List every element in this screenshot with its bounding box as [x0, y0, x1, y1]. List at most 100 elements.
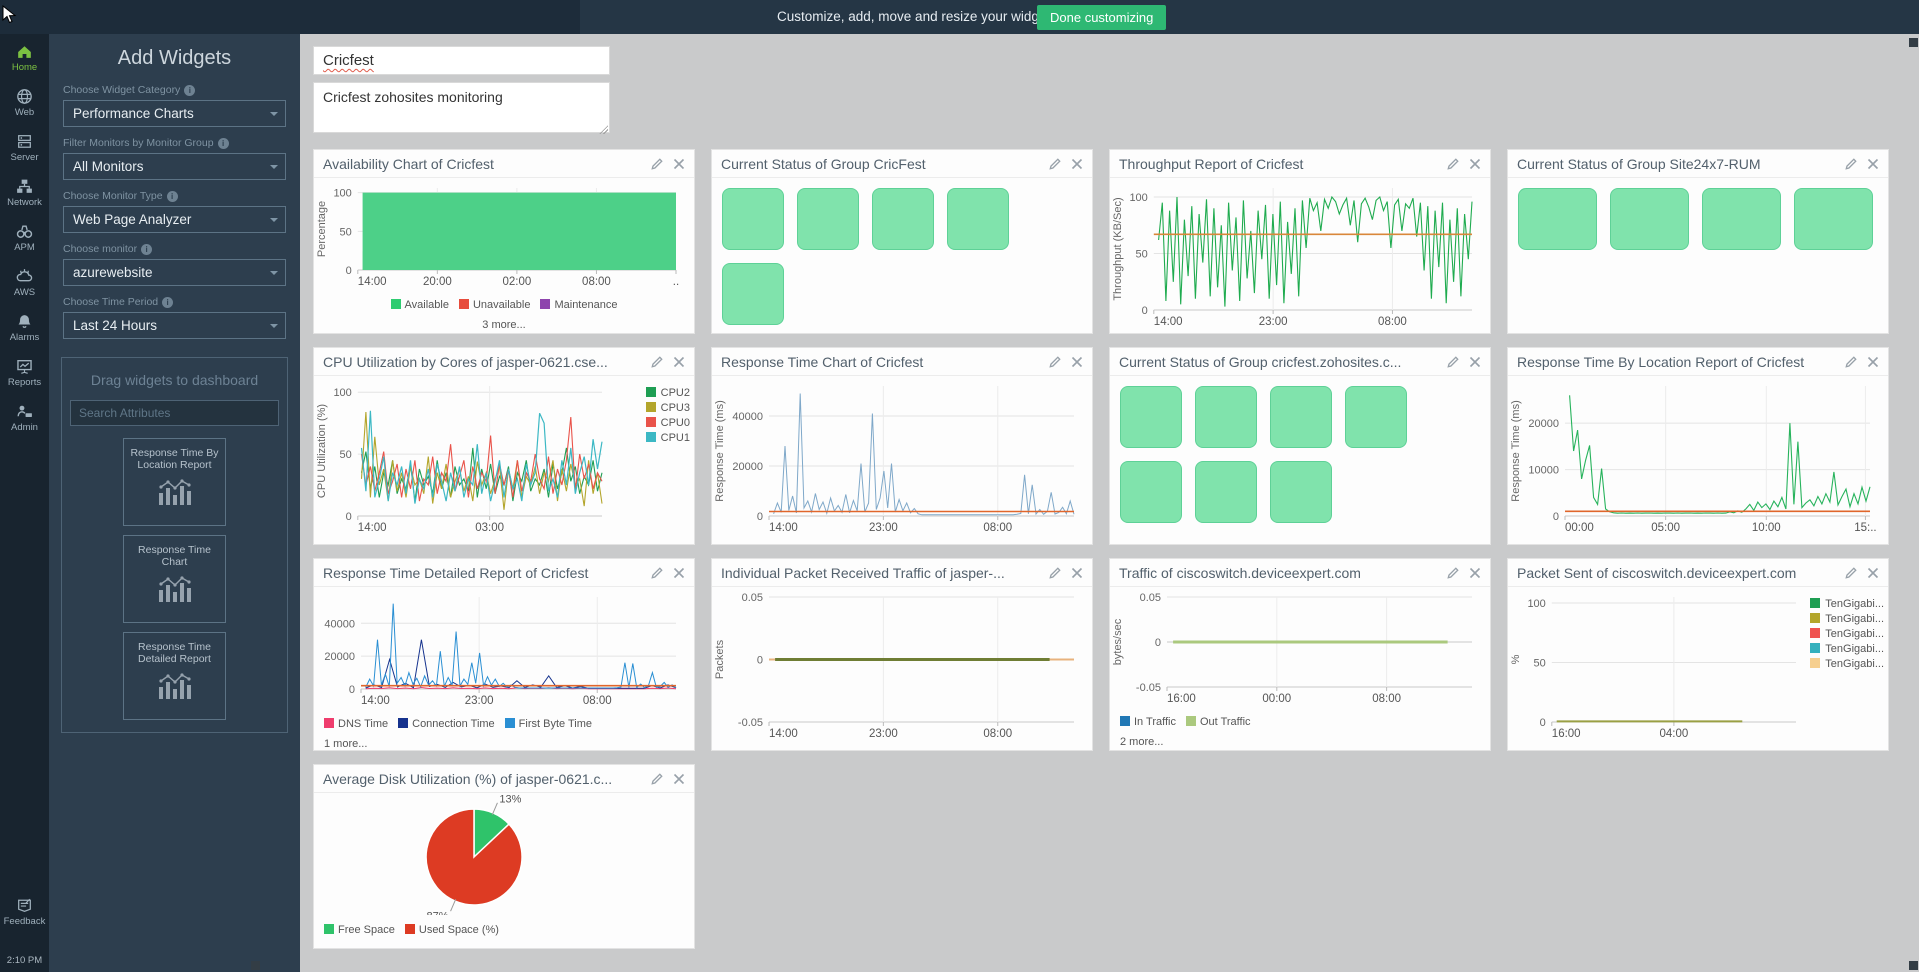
- monitor-status-tile[interactable]: [1518, 188, 1597, 250]
- widget-grid: Availability Chart of Cricfest 0 50 100 14:0…: [313, 149, 1919, 949]
- legend-more-link[interactable]: 2 more...: [1120, 736, 1164, 748]
- edit-widget-icon[interactable]: [1048, 566, 1062, 580]
- widget-header: Current Status of Group Site24x7-RUM: [1508, 150, 1888, 178]
- remove-widget-icon[interactable]: [1071, 158, 1083, 170]
- sidebar-item-server[interactable]: Server: [0, 124, 49, 169]
- done-customizing-button[interactable]: Done customizing: [1037, 5, 1167, 30]
- monitor-status-tile[interactable]: [1702, 188, 1781, 250]
- remove-widget-icon[interactable]: [1867, 356, 1879, 368]
- edit-widget-icon[interactable]: [650, 355, 664, 369]
- widget-card: Packet Sent of ciscoswitch.deviceexpert.…: [1507, 558, 1889, 751]
- scroll-up-button[interactable]: [1909, 38, 1918, 47]
- edit-widget-icon[interactable]: [1048, 157, 1062, 171]
- remove-widget-icon[interactable]: [1071, 356, 1083, 368]
- sidebar-item-admin[interactable]: Admin: [0, 394, 49, 439]
- widget-category-select[interactable]: Performance Charts: [63, 100, 286, 127]
- sidebar-item-reports[interactable]: Reports: [0, 349, 49, 394]
- draggable-widget-card[interactable]: Response Time Detailed Report: [123, 632, 226, 720]
- edit-widget-icon[interactable]: [650, 772, 664, 786]
- legend-more-link[interactable]: 1 more...: [324, 738, 368, 750]
- legend-label: CPU1: [660, 432, 690, 444]
- time-period-label: Choose Time Period i: [63, 296, 286, 308]
- svg-text:Response Time (ms): Response Time (ms): [714, 400, 726, 501]
- monitor-status-tile[interactable]: [1120, 386, 1182, 448]
- remove-widget-icon[interactable]: [1867, 158, 1879, 170]
- sidebar-item-network[interactable]: Network: [0, 169, 49, 214]
- time-period-select[interactable]: Last 24 Hours: [63, 312, 286, 339]
- remove-widget-icon[interactable]: [1469, 567, 1481, 579]
- search-attributes-input[interactable]: [70, 400, 279, 426]
- remove-widget-icon[interactable]: [673, 773, 685, 785]
- sidebar-item-feedback[interactable]: Feedback: [0, 888, 49, 933]
- edit-widget-icon[interactable]: [1844, 566, 1858, 580]
- scroll-left-button[interactable]: [251, 961, 260, 970]
- widget-actions: [650, 157, 685, 171]
- legend-more-link[interactable]: 3 more...: [482, 319, 526, 331]
- widget-actions: [1446, 157, 1481, 171]
- remove-widget-icon[interactable]: [673, 356, 685, 368]
- sidebar-item-apm[interactable]: APM: [0, 214, 49, 259]
- svg-text:14:00: 14:00: [358, 276, 387, 288]
- draggable-widget-card[interactable]: Response Time By Location Report: [123, 438, 226, 526]
- field-widget-category: Choose Widget Category i Performance Chart…: [63, 84, 286, 127]
- monitor-status-tile[interactable]: [797, 188, 859, 250]
- monitor-status-tile[interactable]: [1794, 188, 1873, 250]
- monitor-status-tile[interactable]: [1195, 461, 1257, 523]
- remove-widget-icon[interactable]: [673, 158, 685, 170]
- widget-title: Individual Packet Received Traffic of ja…: [721, 564, 1005, 581]
- sidebar-item-aws[interactable]: AWS: [0, 259, 49, 304]
- monitor-status-tile[interactable]: [722, 188, 784, 250]
- chart-plot: -0.05 0 0.05 14:00 23:00 08:00 Packets: [714, 592, 1074, 740]
- remove-widget-icon[interactable]: [1469, 158, 1481, 170]
- remove-widget-icon[interactable]: [1867, 567, 1879, 579]
- edit-widget-icon[interactable]: [1048, 355, 1062, 369]
- customize-message: Customize, add, move and resize your wid…: [777, 9, 1057, 24]
- monitor-status-tile[interactable]: [1270, 386, 1332, 448]
- status-tiles: [1110, 376, 1490, 533]
- edit-widget-icon[interactable]: [650, 157, 664, 171]
- dashboard-description-input[interactable]: Cricfest zohosites monitoring: [313, 82, 610, 133]
- legend-chip: [324, 924, 334, 934]
- monitor-status-tile[interactable]: [947, 188, 1009, 250]
- edit-widget-icon[interactable]: [1446, 566, 1460, 580]
- remove-widget-icon[interactable]: [1071, 567, 1083, 579]
- sidebar-item-alarms[interactable]: Alarms: [0, 304, 49, 349]
- monitor-group-select[interactable]: All Monitors: [63, 153, 286, 180]
- sidebar-item-home[interactable]: Home: [0, 34, 49, 79]
- remove-widget-icon[interactable]: [1469, 356, 1481, 368]
- dashboard-name-input[interactable]: Cricfest: [313, 46, 610, 75]
- sidebar-item-label: Home: [11, 62, 38, 73]
- legend-chip: [645, 417, 656, 427]
- monitor-status-tile[interactable]: [1270, 461, 1332, 523]
- remove-widget-icon[interactable]: [673, 567, 685, 579]
- widget-body: 13% 87% Free Space Used Space (%): [314, 793, 694, 940]
- legend-chip: [1810, 628, 1821, 638]
- svg-text:%: %: [1510, 654, 1522, 664]
- edit-widget-icon[interactable]: [1844, 157, 1858, 171]
- edit-widget-icon[interactable]: [650, 566, 664, 580]
- monitor-status-tile[interactable]: [1610, 188, 1689, 250]
- draggable-widget-card[interactable]: Response Time Chart: [123, 535, 226, 623]
- svg-text:40000: 40000: [732, 411, 763, 423]
- monitor-status-tile[interactable]: [1120, 461, 1182, 523]
- scroll-down-button[interactable]: [1909, 961, 1918, 970]
- edit-widget-icon[interactable]: [1844, 355, 1858, 369]
- edit-widget-icon[interactable]: [1446, 157, 1460, 171]
- edit-widget-icon[interactable]: [1446, 355, 1460, 369]
- svg-text:23:00: 23:00: [465, 695, 494, 707]
- sidebar-item-label: Server: [10, 152, 39, 163]
- legend-chip: [458, 299, 469, 309]
- svg-text:16:00: 16:00: [1167, 693, 1196, 705]
- sidebar-item-web[interactable]: Web: [0, 79, 49, 124]
- widget-header: Response Time Detailed Report of Cricfes…: [314, 559, 694, 587]
- monitor-type-select[interactable]: Web Page Analyzer: [63, 206, 286, 233]
- monitor-status-tile[interactable]: [1345, 386, 1407, 448]
- svg-text:14:00: 14:00: [1154, 316, 1183, 328]
- monitor-status-tile[interactable]: [722, 263, 784, 325]
- svg-text:Throughput (KB/Sec): Throughput (KB/Sec): [1112, 197, 1124, 300]
- monitor-status-tile[interactable]: [1195, 386, 1257, 448]
- apm-icon: [0, 222, 49, 241]
- monitor-status-tile[interactable]: [872, 188, 934, 250]
- monitor-select[interactable]: azurewebsite: [63, 259, 286, 286]
- mini-chart-icon: [128, 568, 221, 605]
